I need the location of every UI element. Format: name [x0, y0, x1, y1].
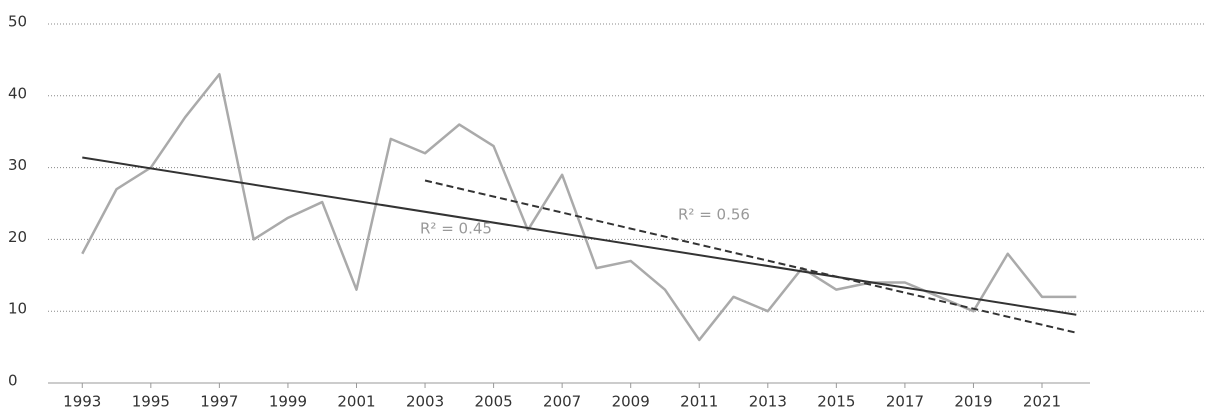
x-tick-label: 1997	[200, 393, 238, 411]
y-tick-label: 40	[8, 84, 27, 102]
x-tick-label: 2015	[817, 393, 855, 411]
data-line	[81, 73, 1077, 342]
trend-line	[82, 156, 1077, 316]
x-tick-label: 2021	[1023, 393, 1061, 411]
y-tick-label: 0	[8, 372, 18, 390]
x-tick-label: 2017	[886, 393, 924, 411]
x-tick-label: 2011	[680, 393, 718, 411]
trend-line	[424, 179, 1077, 334]
x-tick-label: 2007	[543, 393, 581, 411]
r-squared-label: R² = 0.56	[678, 206, 750, 224]
y-tick-label: 20	[8, 228, 27, 246]
r-squared-label: R² = 0.45	[420, 220, 492, 238]
y-tick-label: 50	[8, 13, 27, 31]
x-tick-label: 1999	[269, 393, 307, 411]
x-tick-label: 2019	[954, 393, 992, 411]
y-tick-label: 10	[8, 300, 27, 318]
x-tick-label: 1995	[132, 393, 170, 411]
y-tick-label: 30	[8, 156, 27, 174]
x-tick-label: 1993	[63, 393, 101, 411]
x-tick-label: 2005	[474, 393, 512, 411]
x-tick-label: 2001	[337, 393, 375, 411]
x-tick-label: 2013	[749, 393, 787, 411]
x-tick-label: 2009	[612, 393, 650, 411]
x-tick-label: 2003	[406, 393, 444, 411]
